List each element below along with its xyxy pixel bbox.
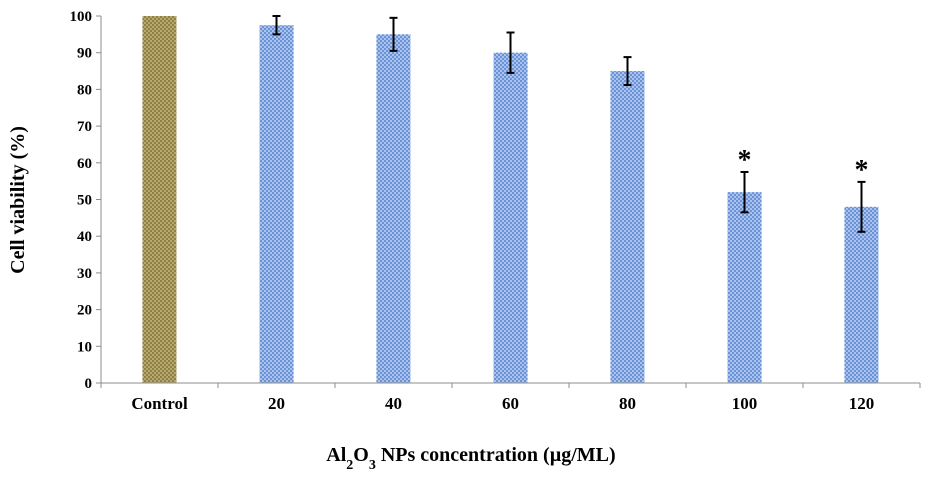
y-axis-title: Cell viability (%)	[7, 126, 29, 274]
x-title-sub1: 2	[346, 458, 353, 473]
bars-group	[142, 16, 879, 384]
error-bar-120	[857, 180, 866, 233]
bar-100	[727, 192, 762, 383]
x-title-mid: O	[353, 444, 369, 466]
y-tick-label: 40	[77, 229, 92, 245]
x-tick-label: 80	[619, 394, 636, 413]
y-tick-label: 70	[77, 119, 92, 135]
error-bar-100	[740, 170, 749, 214]
x-title-sub2: 3	[369, 458, 376, 473]
x-axis-title: Al2O3 NPs concentration (µg/ML)	[326, 444, 615, 473]
y-tick-label: 60	[77, 156, 92, 172]
significance-star: *	[738, 145, 752, 176]
x-tick-label: Control	[131, 394, 188, 413]
x-tick-label: 100	[732, 394, 758, 413]
y-tick-label: 10	[77, 339, 92, 355]
x-tick-label: 20	[268, 394, 285, 413]
y-tick-label: 90	[77, 46, 92, 62]
x-title-suffix: NPs concentration (µg/ML)	[376, 444, 616, 466]
y-axis-ticks: 0 10 20 30 40 50 60 70 80 90 100	[70, 9, 921, 392]
bar-40	[376, 34, 411, 383]
error-bar-80	[623, 56, 632, 86]
x-tick-label: 60	[502, 394, 519, 413]
error-bar-20	[272, 15, 281, 36]
significance-markers: * *	[738, 145, 869, 186]
error-bar-60	[506, 31, 515, 74]
bar-120	[844, 206, 879, 383]
bar-80	[610, 71, 645, 384]
x-tick-label: 120	[849, 394, 875, 413]
x-title-prefix: Al	[326, 444, 346, 466]
error-bars-group	[272, 15, 866, 233]
error-bar-40	[389, 16, 398, 52]
bar-control	[142, 16, 177, 383]
bar-20	[259, 25, 294, 384]
y-tick-label: 30	[77, 266, 92, 282]
y-tick-label: 50	[77, 193, 92, 209]
x-tick-label: 40	[385, 394, 402, 413]
y-tick-label: 0	[85, 376, 93, 392]
y-tick-label: 20	[77, 303, 92, 319]
bar-60	[493, 52, 528, 383]
significance-star: *	[855, 155, 869, 186]
x-axis-tick-labels: Control 20 40 60 80 100 120	[131, 394, 874, 413]
y-tick-label: 80	[77, 82, 92, 98]
y-tick-label: 100	[70, 9, 93, 25]
